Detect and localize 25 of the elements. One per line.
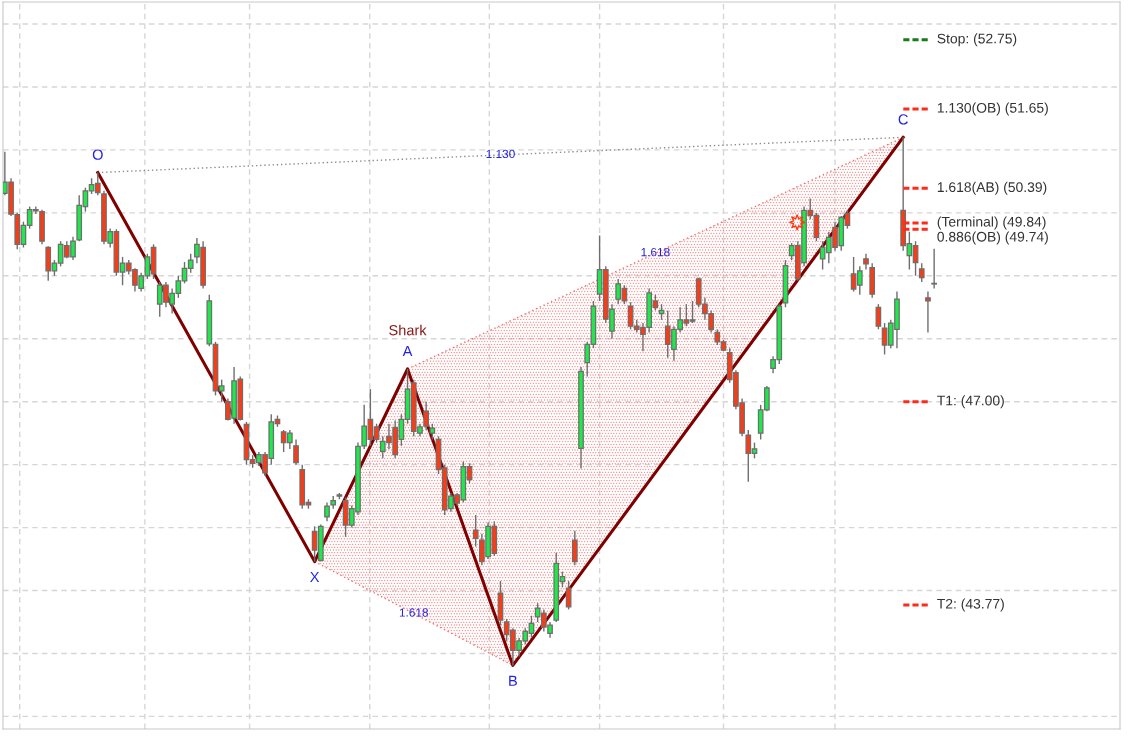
ref-line-label: 1.130(OB) (51.65) [937,102,1048,116]
data-label: X [310,571,320,583]
ref-line-label: T1: (47.00) [937,395,1004,409]
candlestick [472,514,479,548]
data-label: B [509,675,517,686]
data-label: A [402,346,413,357]
series-label: 1.130 [486,149,515,159]
series-label: 1.618 [641,247,670,257]
candlestick [925,290,931,334]
candlestick [931,248,937,290]
annotation: Shark [389,324,427,336]
data-label: C [898,114,908,125]
ref-line-label: 0.886(OB) (49.74) [937,231,1048,245]
ref-line-label: Stop: (52.75) [937,33,1017,47]
candlestick [571,530,578,567]
candlestick [918,262,925,283]
candlestick [293,438,299,466]
ref-line-label: 1.618(AB) (50.39) [937,181,1047,195]
candlestick [565,580,572,611]
data-label: O [92,149,103,160]
series-label: 1.618 [399,608,428,617]
ref-line-label: T2: (43.77) [937,598,1004,612]
ref-line-label: (Terminal) (49.84) [937,216,1046,230]
candlestick [863,253,869,271]
candlestick [324,501,330,522]
